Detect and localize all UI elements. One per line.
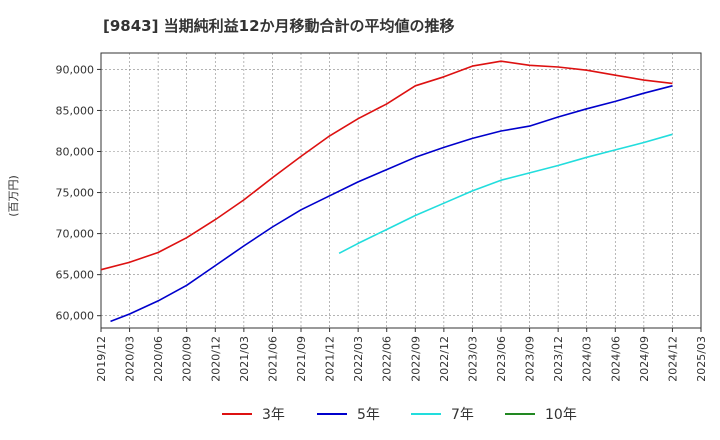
- x-tick-label: 2022/12: [438, 336, 451, 382]
- series-line-5年: [110, 85, 673, 323]
- x-tick-label: 2022/09: [409, 336, 422, 382]
- x-tick-label: 2022/03: [352, 336, 365, 382]
- x-tick-label: 2020/12: [209, 336, 222, 382]
- x-tick-label: 2020/06: [152, 336, 165, 382]
- x-tick-label: 2019/12: [95, 336, 108, 382]
- x-tick-label: 2021/12: [324, 336, 337, 382]
- y-axis-ticks: 60,000 65,000 70,000 75,000 80,000 85,000 90,0…: [56, 63, 101, 323]
- x-tick-label: 2021/06: [266, 336, 279, 382]
- y-axis-label: (百万円): [7, 175, 20, 217]
- x-tick-label: 2020/09: [181, 336, 194, 382]
- x-tick-label: 2024/12: [666, 336, 679, 382]
- y-tick-label: 85,000: [56, 104, 95, 117]
- series-line-3年: [100, 60, 673, 271]
- plot-area: [100, 52, 702, 329]
- x-tick-label: 2021/09: [295, 336, 308, 382]
- legend-label: 10年: [545, 407, 577, 423]
- x-tick-label: 2024/09: [638, 336, 651, 382]
- x-tick-label: 2023/06: [495, 336, 508, 382]
- chart-title: [9843] 当期純利益12か月移動合計の平均値の推移: [103, 17, 455, 35]
- y-tick-label: 80,000: [56, 146, 95, 159]
- x-axis-ticks: 2019/12 2020/03 2020/06 2020/09 2020/12 2021/…: [95, 328, 708, 382]
- y-tick-label: 70,000: [56, 228, 95, 241]
- x-tick-label: 2023/09: [524, 336, 537, 382]
- x-tick-label: 2022/06: [381, 336, 394, 382]
- x-tick-label: 2024/03: [581, 336, 594, 382]
- series-line-7年: [338, 133, 673, 255]
- y-tick-label: 60,000: [56, 310, 95, 323]
- x-tick-label: 2025/03: [695, 336, 708, 382]
- y-tick-label: 90,000: [56, 63, 95, 76]
- series-lines: [100, 60, 673, 323]
- legend-label: 5年: [357, 407, 380, 423]
- y-tick-label: 75,000: [56, 187, 95, 200]
- legend-label: 3年: [262, 407, 285, 423]
- x-tick-label: 2023/12: [552, 336, 565, 382]
- y-tick-label: 65,000: [56, 269, 95, 282]
- x-tick-label: 2020/03: [124, 336, 137, 382]
- x-tick-label: 2023/03: [466, 336, 479, 382]
- legend: 3年 5年 7年 10年: [222, 407, 577, 423]
- legend-label: 7年: [451, 407, 474, 423]
- x-tick-label: 2024/06: [609, 336, 622, 382]
- x-tick-label: 2021/03: [238, 336, 251, 382]
